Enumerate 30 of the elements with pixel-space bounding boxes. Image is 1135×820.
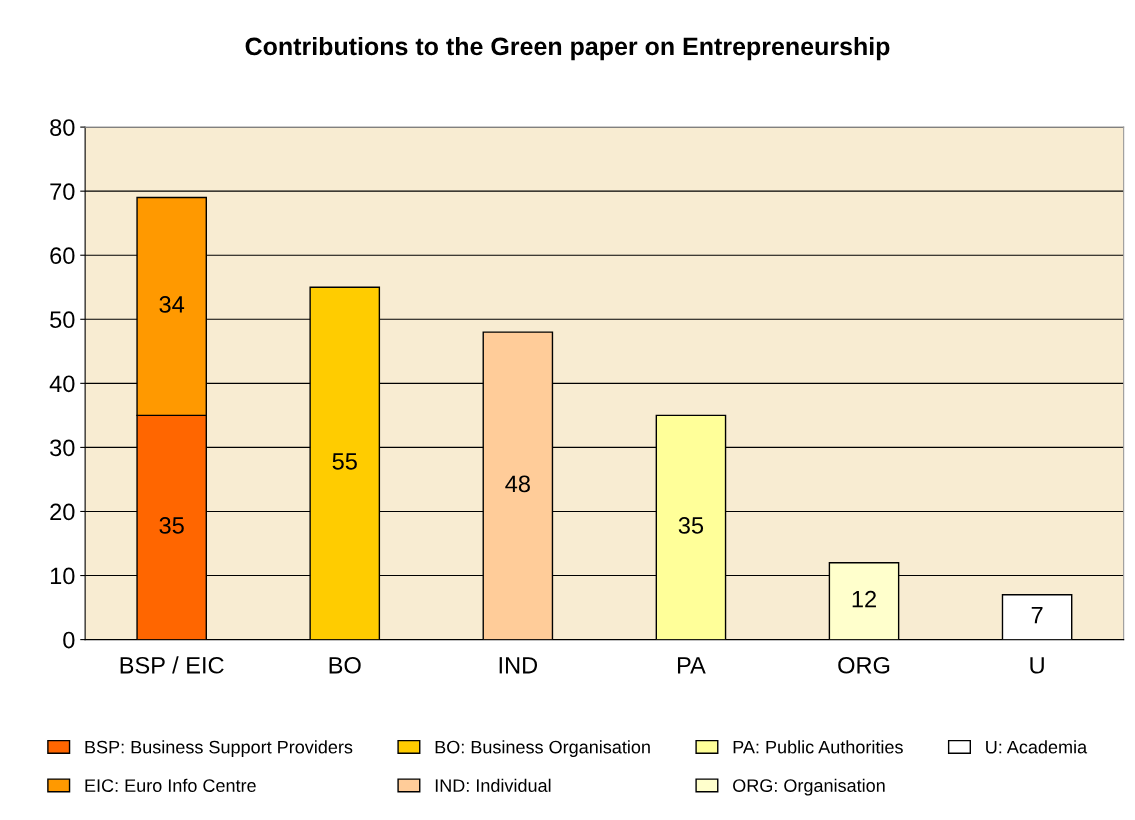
legend-label: EIC: Euro Info Centre bbox=[85, 778, 256, 792]
data-label: 35 bbox=[159, 517, 184, 534]
x-tick-label: U bbox=[1030, 657, 1044, 674]
legend-label: PA: Public Authorities bbox=[733, 740, 903, 754]
y-tick-label: 80 bbox=[50, 119, 75, 136]
y-tick-label: 30 bbox=[50, 439, 75, 457]
y-tick-label: 60 bbox=[50, 247, 75, 265]
x-tick-label: PA bbox=[677, 657, 706, 674]
y-tick-label: 70 bbox=[50, 183, 75, 200]
data-label: 35 bbox=[678, 517, 704, 534]
x-tick-label: IND bbox=[499, 657, 538, 674]
y-tick-label: 0 bbox=[63, 631, 75, 649]
x-tick-label: BO bbox=[329, 656, 361, 674]
y-tick-label: 50 bbox=[50, 311, 75, 329]
y-tick-label: 10 bbox=[50, 567, 75, 585]
data-label: 12 bbox=[852, 590, 876, 608]
legend-label: IND: Individual bbox=[435, 778, 551, 792]
legend-label: BSP: Business Support Providers bbox=[85, 740, 353, 758]
legend-label: ORG: Organisation bbox=[733, 778, 885, 796]
legend-label: U: Academia bbox=[986, 740, 1088, 754]
data-label: 55 bbox=[332, 453, 357, 470]
legend-label: BO: Business Organisation bbox=[435, 740, 650, 758]
data-label: 48 bbox=[505, 475, 530, 493]
x-tick-label: ORG bbox=[838, 656, 890, 674]
y-tick-label: 20 bbox=[50, 503, 75, 521]
x-tick-label: BSP / EIC bbox=[120, 656, 224, 674]
chart-title: Contributions to the Green paper on Entrepreneurship bbox=[245, 36, 890, 61]
data-label: 7 bbox=[1031, 607, 1043, 624]
data-label: 34 bbox=[159, 296, 185, 313]
y-tick-label: 40 bbox=[49, 375, 75, 393]
